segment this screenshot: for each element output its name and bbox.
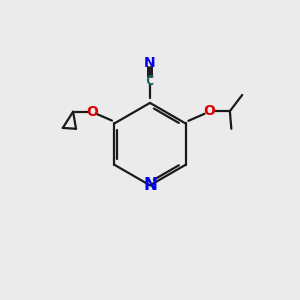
Text: N: N bbox=[144, 56, 156, 70]
Text: O: O bbox=[86, 105, 98, 119]
Text: C: C bbox=[146, 74, 154, 88]
Text: N: N bbox=[143, 176, 157, 194]
Text: O: O bbox=[203, 104, 215, 118]
